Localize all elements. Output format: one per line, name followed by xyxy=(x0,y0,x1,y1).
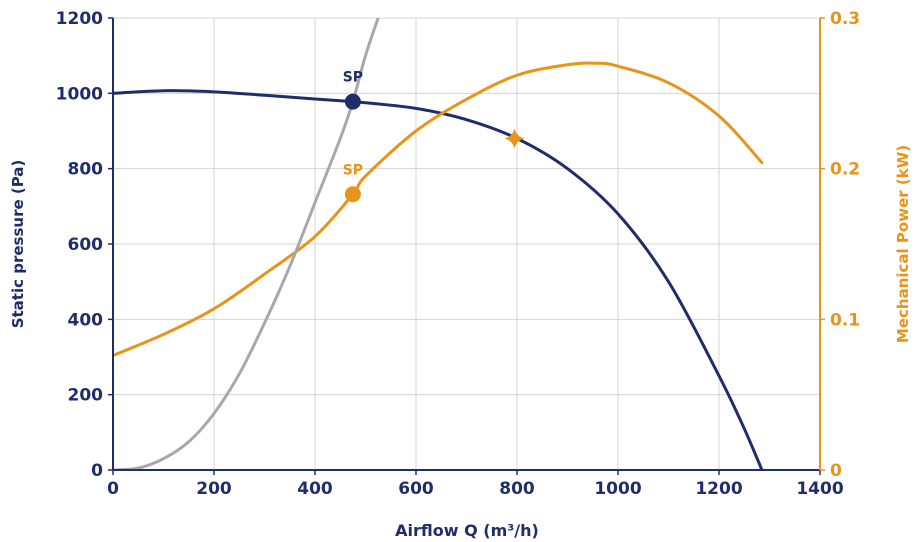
y-right-tick-label: 0.1 xyxy=(830,310,860,330)
y-left-tick-label: 200 xyxy=(68,386,104,406)
x-tick-label: 0 xyxy=(107,479,119,499)
markers: SP SP xyxy=(343,70,525,203)
y-left-tick-label: 600 xyxy=(68,235,104,255)
best-efficiency-point-marker xyxy=(504,128,525,149)
pressure-sp-label: SP xyxy=(343,70,363,86)
grid xyxy=(113,17,820,470)
y-right-tick-label: 0.2 xyxy=(830,160,860,180)
axes xyxy=(108,17,825,475)
tick-labels: 0 200 400 600 800 1000 1200 1400020040060080010… xyxy=(56,9,860,499)
x-tick-label: 1400 xyxy=(796,479,843,499)
y-left-tick-label: 1000 xyxy=(56,84,103,104)
x-tick-label: 1000 xyxy=(594,479,641,499)
y-right-tick-label: 0.3 xyxy=(830,9,860,29)
y-left-tick-label: 0 xyxy=(91,461,103,481)
y-left-tick-label: 1200 xyxy=(56,9,103,29)
power-operating-point xyxy=(344,186,361,203)
x-tick-label: 400 xyxy=(297,479,333,499)
y-right-tick-label: 0 xyxy=(830,461,842,481)
power-sp-label: SP xyxy=(343,162,363,178)
x-axis-title: Airflow Q (m³/h) xyxy=(395,521,539,540)
y-left-tick-label: 400 xyxy=(68,310,104,330)
static-pressure-line xyxy=(113,89,764,470)
y-axis-right-title: Mechanical Power (kW) xyxy=(894,145,912,343)
pressure-operating-point xyxy=(344,93,361,110)
x-tick-label: 200 xyxy=(196,479,232,499)
x-tick-label: 600 xyxy=(398,479,434,499)
x-tick-label: 800 xyxy=(499,479,535,499)
y-axis-left-title: Static pressure (Pa) xyxy=(9,160,27,329)
y-left-tick-label: 800 xyxy=(68,160,104,180)
mechanical-power-line xyxy=(113,61,764,357)
x-tick-label: 1200 xyxy=(695,479,742,499)
